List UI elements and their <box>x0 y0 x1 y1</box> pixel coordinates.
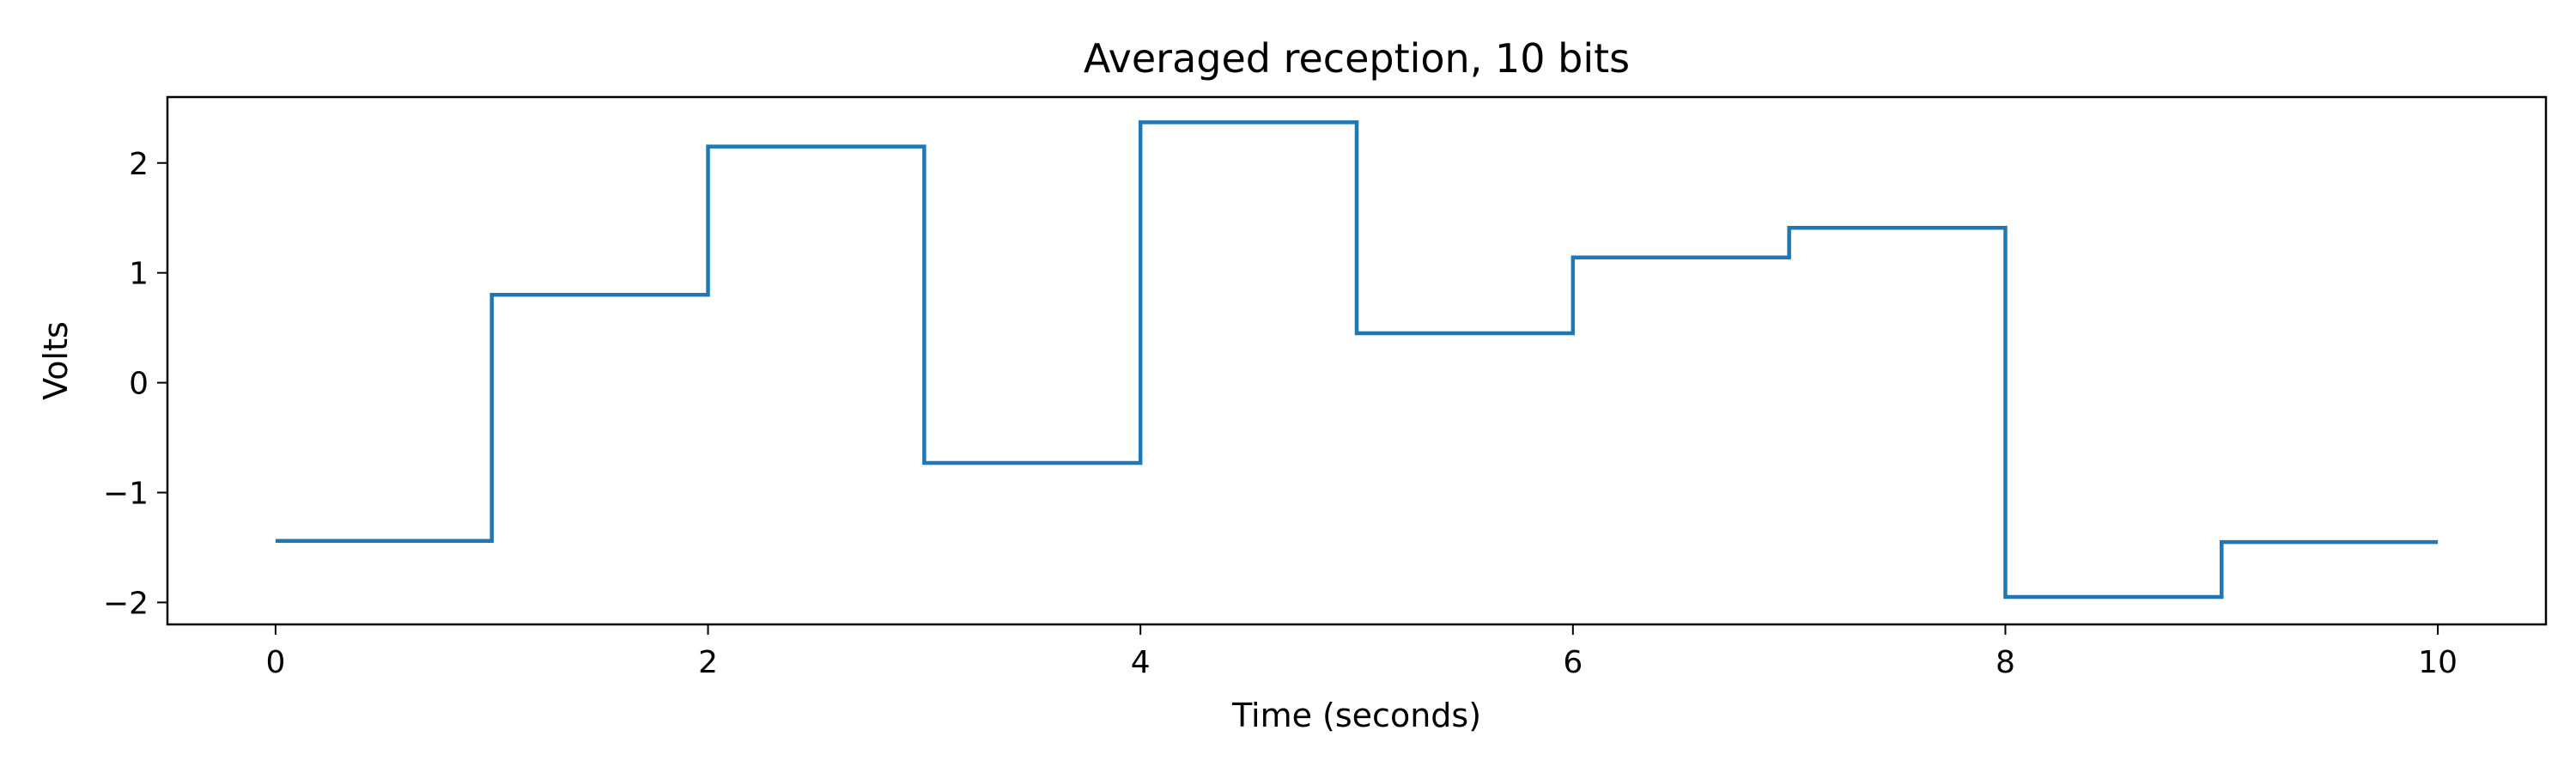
plot-frame <box>166 95 2548 626</box>
y-tick-label: −1 <box>103 477 149 512</box>
x-tick-label: 8 <box>1996 645 2015 680</box>
y-tick-label: 0 <box>129 367 149 402</box>
axis-ticks: 0 2 4 6 8 10 −2 −1 0 1 2 <box>103 147 2458 680</box>
series-line <box>275 120 2439 600</box>
chart-title: Averaged reception, 10 bits <box>1084 35 1630 82</box>
x-tick-label: 10 <box>2418 645 2458 680</box>
y-axis-label: Volts <box>37 321 75 400</box>
x-tick-label: 0 <box>265 645 285 680</box>
y-tick-label: −2 <box>103 586 149 621</box>
x-tick-label: 6 <box>1563 645 1583 680</box>
y-tick-label: 2 <box>129 147 149 182</box>
x-tick-label: 4 <box>1131 645 1151 680</box>
y-tick-label: 1 <box>129 257 149 292</box>
x-tick-label: 2 <box>698 645 718 680</box>
x-axis-label: Time (seconds) <box>1231 697 1481 734</box>
